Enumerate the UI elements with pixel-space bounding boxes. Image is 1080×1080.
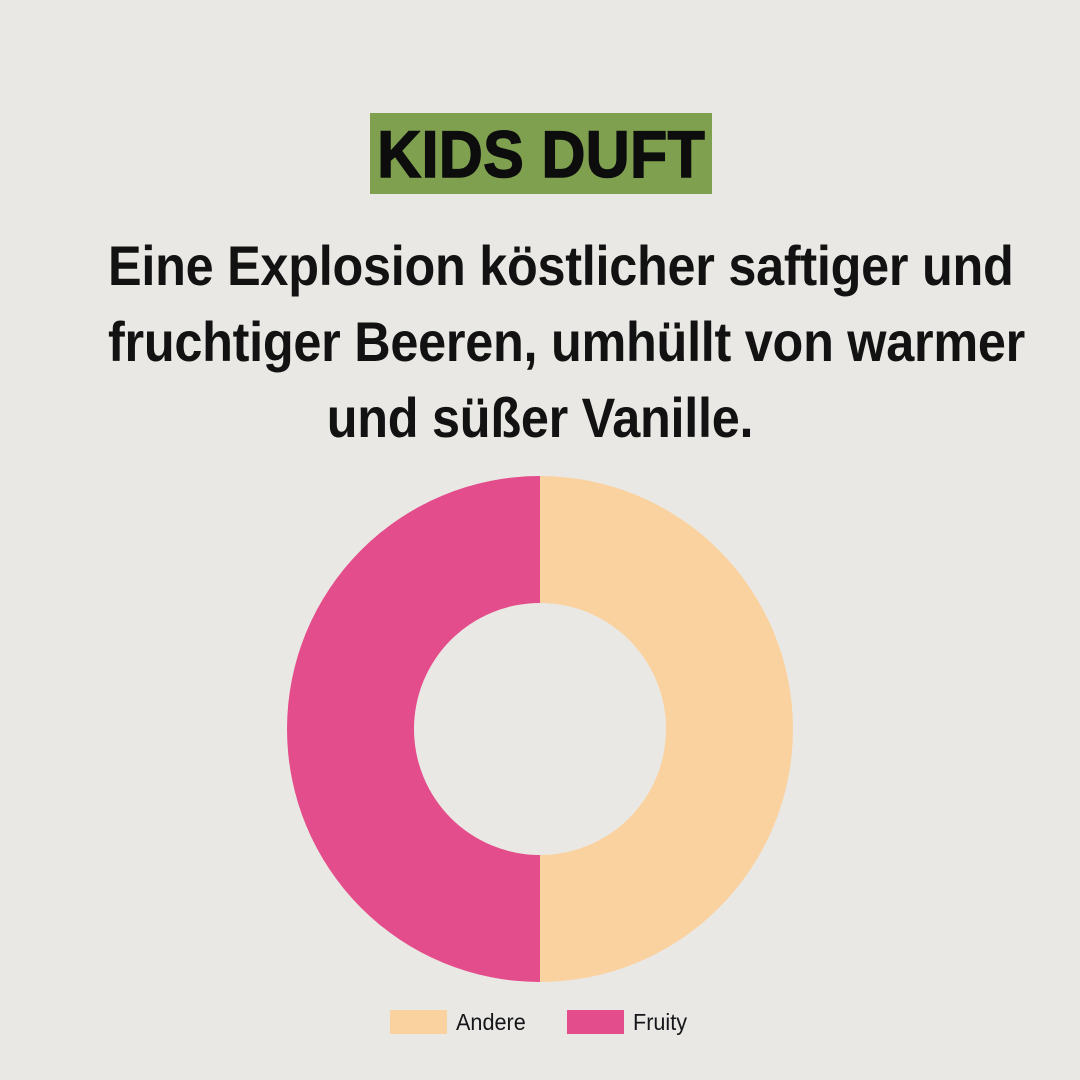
donut-slice-fruity[interactable]	[287, 476, 540, 982]
legend-label-fruity: Fruity	[632, 1009, 687, 1035]
chart-legend: Andere Fruity	[0, 1010, 1080, 1034]
legend-label-andere: Andere	[455, 1009, 526, 1035]
description-text: Eine Explosion köstlicher saftiger und f…	[60, 228, 1026, 456]
description-line-3: und süßer Vanille.	[326, 386, 754, 449]
page-title: KIDS DUFT	[376, 116, 705, 191]
legend-item-fruity[interactable]: Fruity	[566, 1009, 691, 1035]
legend-swatch-fruity-icon	[566, 1010, 624, 1034]
description-line-2: fruchtiger Beeren, umhüllt von warmer	[108, 310, 1026, 373]
donut-chart-svg	[287, 476, 793, 982]
legend-item-andere[interactable]: Andere	[389, 1009, 530, 1035]
legend-swatch-andere-icon	[389, 1010, 447, 1034]
description-line-1: Eine Explosion köstlicher saftiger und	[108, 234, 1014, 297]
donut-slice-andere[interactable]	[540, 476, 793, 982]
title-banner: KIDS DUFT	[370, 113, 712, 194]
